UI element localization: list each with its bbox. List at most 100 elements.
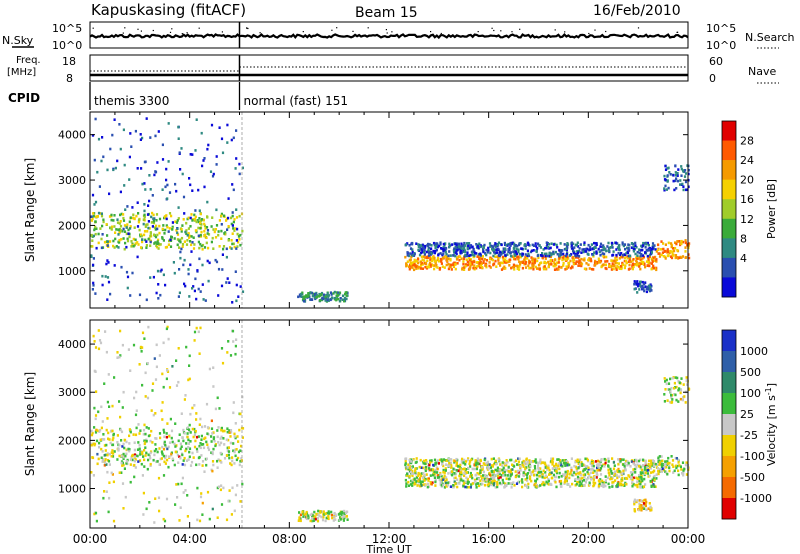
heatmap-cell [475, 467, 478, 471]
heatmap-cell [534, 458, 537, 461]
heatmap-cell [136, 448, 140, 451]
heatmap-cell [158, 509, 161, 513]
heatmap-cell [681, 398, 684, 402]
heatmap-cell [149, 451, 152, 455]
heatmap-cell [590, 478, 593, 481]
heatmap-cell [607, 471, 610, 474]
heatmap-cell [463, 268, 466, 271]
heatmap-cell [566, 463, 569, 467]
heatmap-cell [195, 418, 198, 421]
heatmap-cell [448, 265, 451, 269]
colorbar-swatch [722, 477, 736, 499]
heatmap-cell [408, 458, 411, 462]
heatmap-cell [217, 458, 220, 461]
heatmap-cell [210, 225, 213, 228]
heatmap-cell [642, 458, 645, 462]
heatmap-cell [649, 459, 652, 463]
heatmap-cell [409, 470, 413, 474]
freq-label-line2: [MHz] [7, 67, 36, 78]
heatmap-cell [621, 241, 624, 244]
heatmap-cell [455, 243, 458, 247]
heatmap-cell [188, 423, 191, 427]
heatmap-cell [543, 483, 546, 487]
heatmap-cell [632, 476, 635, 480]
heatmap-cell [181, 243, 185, 246]
heatmap-cell [423, 259, 426, 262]
heatmap-cell [608, 474, 611, 477]
heatmap-cell [555, 469, 558, 473]
heatmap-cell [542, 248, 545, 251]
heatmap-cell [93, 203, 96, 206]
heatmap-cell [660, 240, 663, 243]
heatmap-cell [564, 477, 567, 480]
heatmap-cell [165, 214, 168, 217]
heatmap-cell [322, 297, 325, 301]
heatmap-cell [617, 265, 620, 269]
heatmap-cell [97, 329, 100, 332]
heatmap-cell [679, 179, 682, 182]
heatmap-cell [449, 257, 452, 261]
heatmap-cell [167, 122, 170, 125]
heatmap-cell [188, 447, 192, 450]
heatmap-cell [430, 259, 434, 263]
heatmap-cell [583, 476, 586, 479]
heatmap-cell [444, 467, 447, 470]
heatmap-cell [427, 477, 430, 480]
heatmap-cell [615, 253, 618, 257]
heatmap-cell [435, 263, 438, 267]
heatmap-cell [463, 257, 466, 261]
heatmap-cell [671, 459, 675, 462]
heatmap-cell [421, 250, 424, 254]
heatmap-cell [463, 458, 466, 462]
colorbar-swatch [722, 199, 736, 220]
heatmap-cell [601, 483, 604, 486]
heatmap-cell [198, 246, 201, 250]
heatmap-cell [684, 169, 687, 172]
heatmap-cell [616, 470, 620, 474]
heatmap-cell [678, 256, 681, 259]
heatmap-cell [639, 485, 642, 489]
heatmap-cell [109, 441, 112, 445]
heatmap-cell [664, 463, 667, 466]
heatmap-cell [151, 225, 154, 228]
heatmap-cell [298, 511, 301, 514]
heatmap-cell [651, 260, 654, 263]
heatmap-cell [436, 459, 439, 462]
heatmap-cell [464, 460, 468, 463]
heatmap-cell [116, 441, 119, 444]
heatmap-cell [313, 510, 316, 514]
heatmap-cell [498, 255, 501, 259]
heatmap-cell [644, 459, 647, 463]
heatmap-cell [143, 230, 147, 233]
heatmap-cell [650, 284, 653, 288]
heatmap-cell [124, 454, 127, 458]
heatmap-cell [634, 458, 637, 462]
heatmap-cell [633, 287, 636, 291]
heatmap-cell [116, 218, 119, 221]
heatmap-cell [638, 465, 641, 468]
heatmap-cell [438, 266, 442, 270]
heatmap-cell [230, 463, 233, 467]
heatmap-cell [116, 221, 120, 224]
heatmap-cell [168, 455, 171, 458]
heatmap-cell [520, 479, 523, 483]
heatmap-cell [189, 440, 192, 443]
heatmap-cell [210, 435, 213, 438]
heatmap-cell [126, 286, 129, 290]
heatmap-cell [538, 244, 541, 247]
nsearch-dot [491, 27, 493, 29]
heatmap-cell [591, 468, 594, 471]
heatmap-cell [571, 482, 574, 486]
heatmap-cell [632, 265, 635, 269]
heatmap-cell [579, 471, 582, 474]
heatmap-cell [498, 254, 501, 257]
heatmap-cell [595, 476, 598, 479]
colorbar-tick-label: 100 [740, 387, 761, 400]
heatmap-cell [548, 263, 551, 266]
colorbar-swatch [722, 498, 736, 520]
heatmap-cell [421, 263, 424, 266]
heatmap-cell [231, 211, 234, 214]
heatmap-cell [485, 259, 489, 262]
heatmap-cell [230, 216, 233, 220]
heatmap-cell [147, 427, 150, 430]
